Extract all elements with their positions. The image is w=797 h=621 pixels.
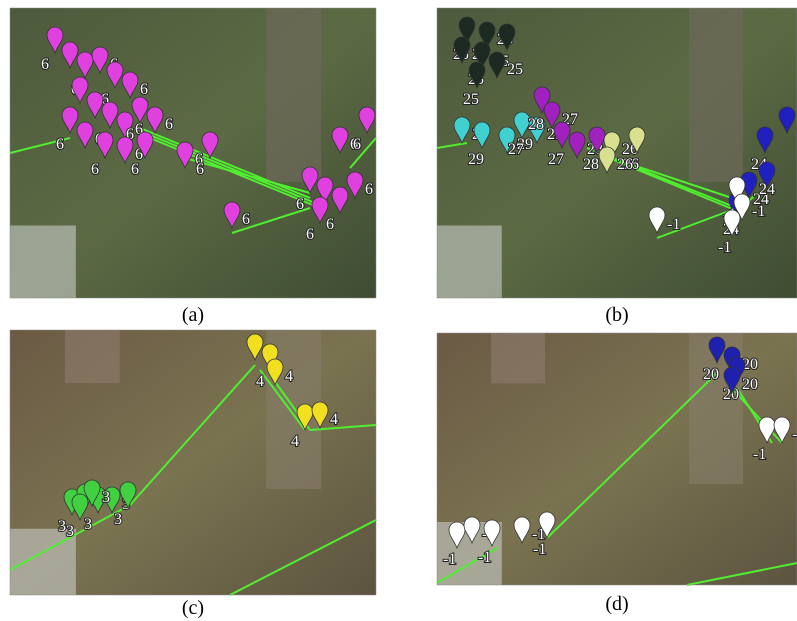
marker-label: 6	[326, 216, 334, 233]
terrain-patch	[10, 226, 76, 299]
marker-label: 3	[114, 511, 122, 528]
marker-label: 6	[140, 81, 148, 98]
marker-label: 6	[56, 136, 64, 153]
panel-caption: (c)	[182, 597, 204, 619]
marker-label: 3	[66, 523, 74, 540]
marker-label: -1	[478, 549, 491, 566]
map-panel: 20202020-1-1-1-1-1-1-1	[437, 333, 797, 585]
map-panel: 333333344444	[10, 330, 376, 595]
panel-caption: (a)	[182, 304, 204, 326]
terrain-patch	[266, 8, 321, 182]
marker-label: 3	[58, 518, 66, 535]
terrain-patch	[689, 8, 743, 182]
marker-label: 27	[508, 141, 524, 158]
marker-label: 6	[41, 56, 49, 73]
marker-label: 24	[759, 181, 775, 198]
marker-label: 25	[463, 91, 479, 108]
marker-label: 26	[617, 156, 633, 173]
marker-label: 28	[583, 156, 599, 173]
marker-label: 27	[548, 151, 564, 168]
marker-label: 6	[242, 211, 250, 228]
marker-label: -1	[533, 541, 546, 558]
marker-label: 6	[306, 226, 314, 243]
marker-label: -1	[753, 446, 766, 463]
marker-label: 20	[703, 366, 719, 383]
terrain-patch	[65, 330, 120, 383]
marker-label: 6	[165, 116, 173, 133]
marker-label: -1	[718, 239, 731, 256]
terrain-patch	[491, 333, 545, 383]
marker-label: 3	[84, 516, 92, 533]
marker-label: -1	[667, 216, 680, 233]
marker-label: 20	[742, 376, 758, 393]
marker-label: 6	[131, 161, 139, 178]
page: 666666666666666666666666666(a)2525252525…	[0, 0, 797, 621]
marker-label: -1	[792, 426, 797, 443]
marker-label: 4	[330, 411, 338, 428]
marker-label: -1	[443, 551, 456, 568]
marker-label: 6	[196, 161, 204, 178]
marker-label: 25	[507, 61, 523, 78]
marker-label: 4	[256, 373, 264, 390]
terrain-patch	[437, 226, 502, 299]
marker-label: 28	[528, 116, 544, 133]
marker-label: 6	[91, 161, 99, 178]
figure: 666666666666666666666666666(a)2525252525…	[0, 0, 797, 621]
marker-label: 6	[296, 196, 304, 213]
marker-label: 4	[291, 433, 299, 450]
marker-label: 3	[102, 489, 110, 506]
marker-label: 29	[468, 151, 484, 168]
marker-label: -1	[752, 203, 765, 220]
marker-label: 6	[353, 136, 361, 153]
map-panel: 2525252525252529292927292827272828262626…	[437, 8, 797, 298]
marker-label: 6	[365, 181, 373, 198]
panel-caption: (d)	[605, 593, 628, 615]
panel-caption: (b)	[605, 304, 628, 326]
map-panel: 666666666666666666666666666	[10, 8, 376, 298]
marker-label: 4	[285, 368, 293, 385]
